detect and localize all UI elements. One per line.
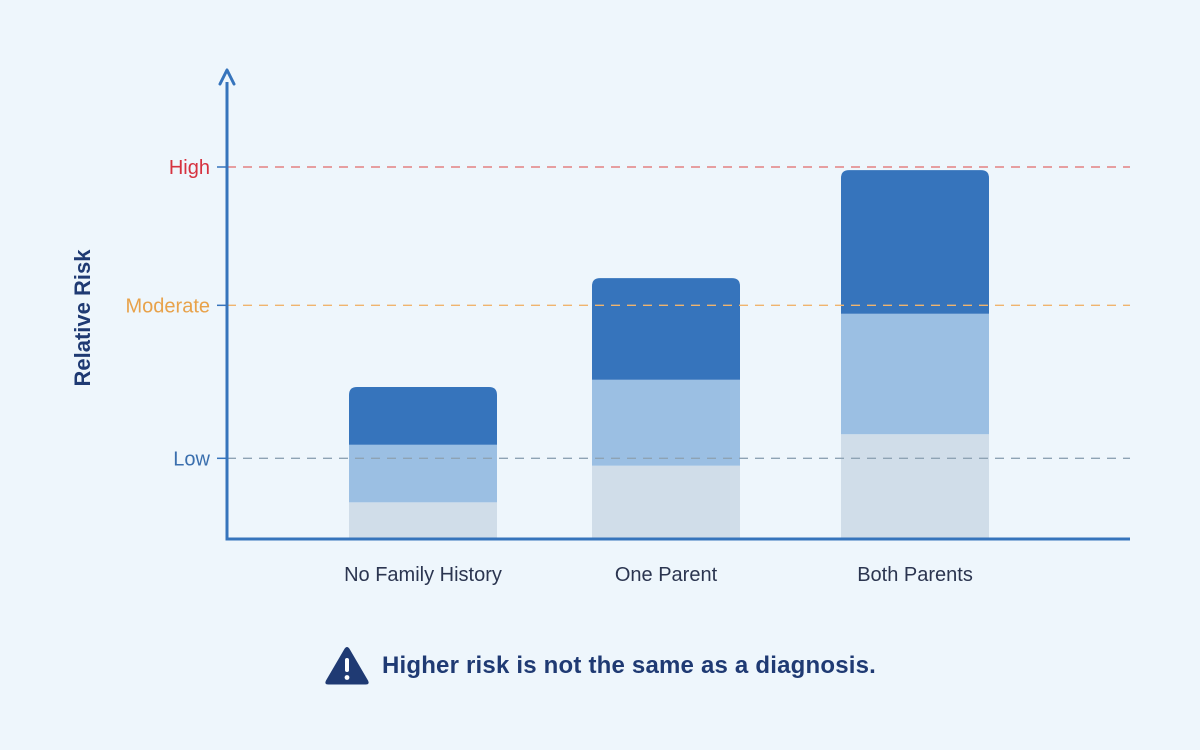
bar-segment [349, 387, 497, 445]
warning-icon [324, 646, 370, 686]
disclaimer-text: Higher risk is not the same as a diagnos… [381, 652, 877, 679]
x-tick-label: Both Parents [857, 564, 973, 586]
disclaimer-note: Higher risk is not the same as a diagnos… [0, 646, 1200, 686]
level-label: High [169, 157, 210, 179]
level-label: Moderate [126, 295, 211, 317]
x-tick-label: One Parent [615, 564, 718, 586]
bar-segment [592, 379, 740, 466]
bar-segment [592, 278, 740, 380]
bar-segment [349, 444, 497, 503]
y-axis-label: Relative Risk [70, 249, 95, 387]
bar-segment [841, 170, 989, 314]
level-label: Low [173, 448, 210, 470]
bar-segment [841, 434, 989, 539]
x-tick-label: No Family History [344, 564, 502, 586]
bars-group [349, 170, 989, 539]
bar-segment [592, 465, 740, 539]
bar-segment [349, 502, 497, 539]
y-axis-arrow [218, 68, 236, 86]
bar-segment [841, 313, 989, 435]
